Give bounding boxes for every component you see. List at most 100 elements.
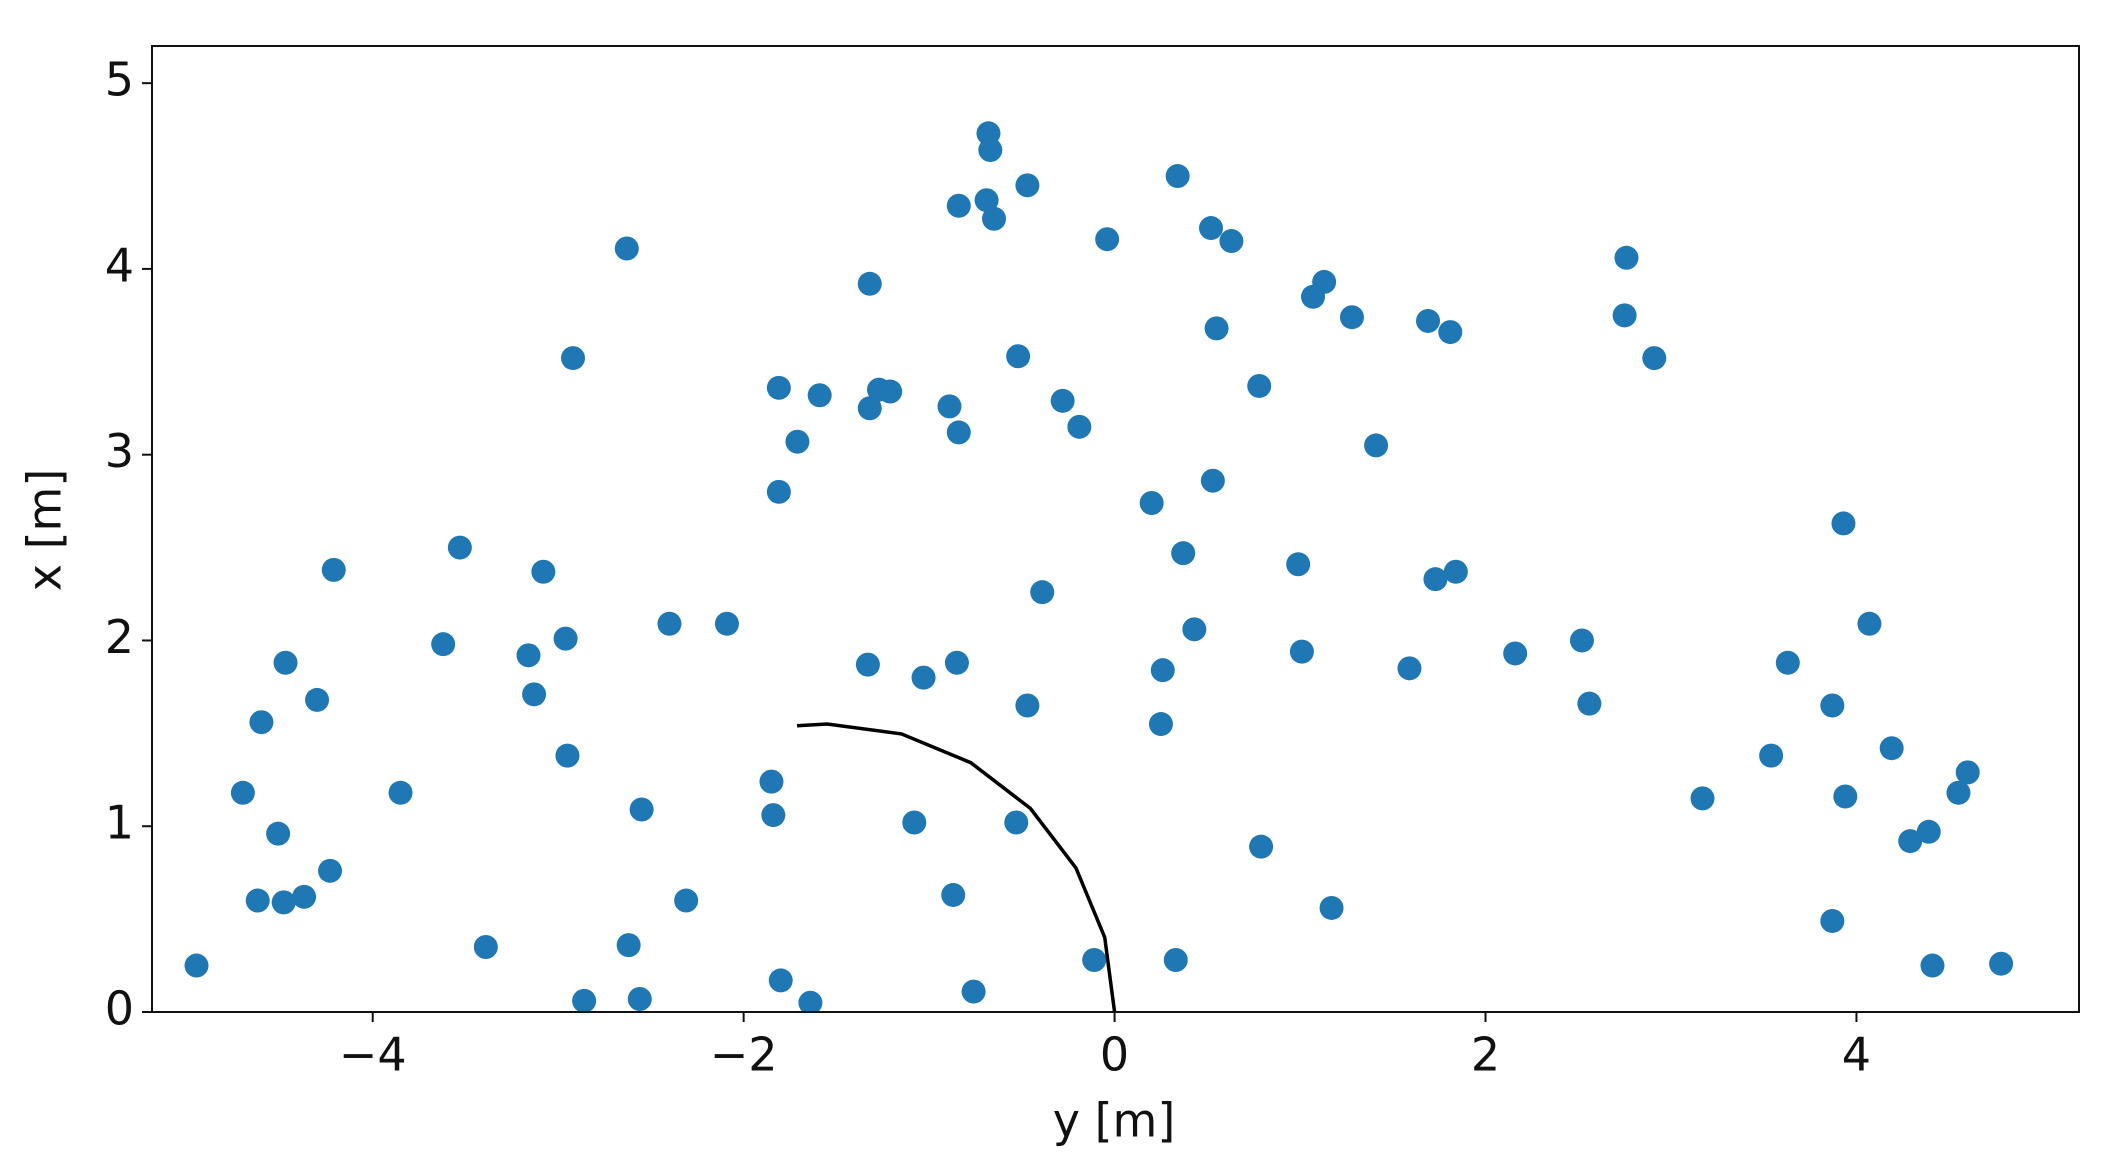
point bbox=[798, 990, 823, 1012]
point bbox=[1397, 656, 1422, 681]
point bbox=[1150, 658, 1175, 683]
point bbox=[911, 665, 936, 690]
point bbox=[1171, 541, 1196, 566]
point bbox=[1015, 693, 1040, 718]
point bbox=[1082, 947, 1107, 972]
point bbox=[1775, 650, 1800, 675]
point bbox=[230, 780, 255, 805]
point bbox=[857, 271, 882, 296]
point bbox=[759, 769, 784, 794]
point bbox=[1569, 628, 1594, 653]
point bbox=[627, 986, 652, 1011]
point bbox=[657, 611, 682, 636]
point bbox=[946, 193, 971, 218]
point bbox=[473, 934, 498, 959]
y-axis-label: x [m] bbox=[18, 469, 72, 592]
point bbox=[271, 890, 296, 915]
point bbox=[1148, 712, 1173, 737]
point bbox=[878, 379, 903, 404]
point bbox=[1249, 834, 1274, 859]
point bbox=[1989, 951, 2014, 976]
point bbox=[1820, 908, 1845, 933]
point bbox=[522, 682, 547, 707]
point bbox=[1416, 308, 1441, 333]
point bbox=[1831, 511, 1856, 536]
point bbox=[447, 535, 472, 560]
y-tick-label: 3 bbox=[105, 424, 134, 478]
point bbox=[1095, 227, 1120, 252]
point bbox=[1759, 743, 1784, 768]
point bbox=[1642, 346, 1667, 371]
x-tick-label: −2 bbox=[710, 1028, 778, 1082]
point bbox=[1920, 953, 1945, 978]
point bbox=[1219, 229, 1244, 254]
point bbox=[561, 346, 586, 371]
point bbox=[766, 375, 791, 400]
point bbox=[616, 933, 641, 958]
curve bbox=[796, 722, 1117, 1013]
point bbox=[1247, 373, 1272, 398]
point bbox=[1820, 693, 1845, 718]
point bbox=[531, 559, 556, 584]
point bbox=[855, 652, 880, 677]
point bbox=[1067, 414, 1092, 439]
point bbox=[1004, 810, 1029, 835]
point bbox=[1163, 947, 1188, 972]
point bbox=[249, 710, 274, 735]
point bbox=[318, 858, 343, 883]
x-tick-label: −4 bbox=[339, 1028, 407, 1082]
point bbox=[1423, 567, 1448, 592]
point bbox=[321, 557, 346, 582]
point bbox=[1050, 388, 1075, 413]
point bbox=[292, 884, 317, 909]
point bbox=[902, 810, 927, 835]
point bbox=[1898, 829, 1923, 854]
point bbox=[431, 632, 456, 657]
y-tick-label: 1 bbox=[105, 796, 134, 850]
point bbox=[941, 882, 966, 907]
point bbox=[946, 420, 971, 445]
point bbox=[1612, 303, 1637, 328]
point bbox=[982, 206, 1007, 231]
point bbox=[1946, 780, 1971, 805]
point bbox=[555, 743, 580, 768]
point bbox=[1443, 559, 1468, 584]
plot-frame bbox=[151, 45, 2080, 1013]
y-tick-label: 2 bbox=[105, 610, 134, 664]
point bbox=[1339, 305, 1364, 330]
point bbox=[944, 650, 969, 675]
point bbox=[1312, 269, 1337, 294]
point bbox=[978, 138, 1003, 163]
point bbox=[1015, 173, 1040, 198]
point bbox=[1690, 786, 1715, 811]
point bbox=[245, 888, 270, 913]
point bbox=[857, 396, 882, 421]
point bbox=[1204, 316, 1229, 341]
point bbox=[184, 953, 209, 978]
point bbox=[1139, 490, 1164, 515]
point bbox=[1438, 320, 1463, 345]
point bbox=[1200, 468, 1225, 493]
point bbox=[1955, 760, 1980, 785]
point bbox=[768, 968, 793, 993]
point bbox=[614, 236, 639, 261]
point bbox=[1503, 641, 1528, 666]
point bbox=[1364, 433, 1389, 458]
point bbox=[629, 797, 654, 822]
point bbox=[674, 888, 699, 913]
point bbox=[1916, 819, 1941, 844]
point bbox=[1006, 344, 1031, 369]
point bbox=[961, 979, 986, 1004]
point bbox=[305, 687, 330, 712]
point bbox=[761, 803, 786, 828]
y-tick-label: 4 bbox=[105, 238, 134, 292]
point bbox=[1577, 691, 1602, 716]
y-tick-label: 0 bbox=[105, 982, 134, 1036]
point bbox=[1879, 736, 1904, 761]
point bbox=[785, 429, 810, 454]
x-tick-label: 2 bbox=[1471, 1028, 1500, 1082]
point bbox=[1199, 216, 1224, 241]
point bbox=[1857, 611, 1882, 636]
